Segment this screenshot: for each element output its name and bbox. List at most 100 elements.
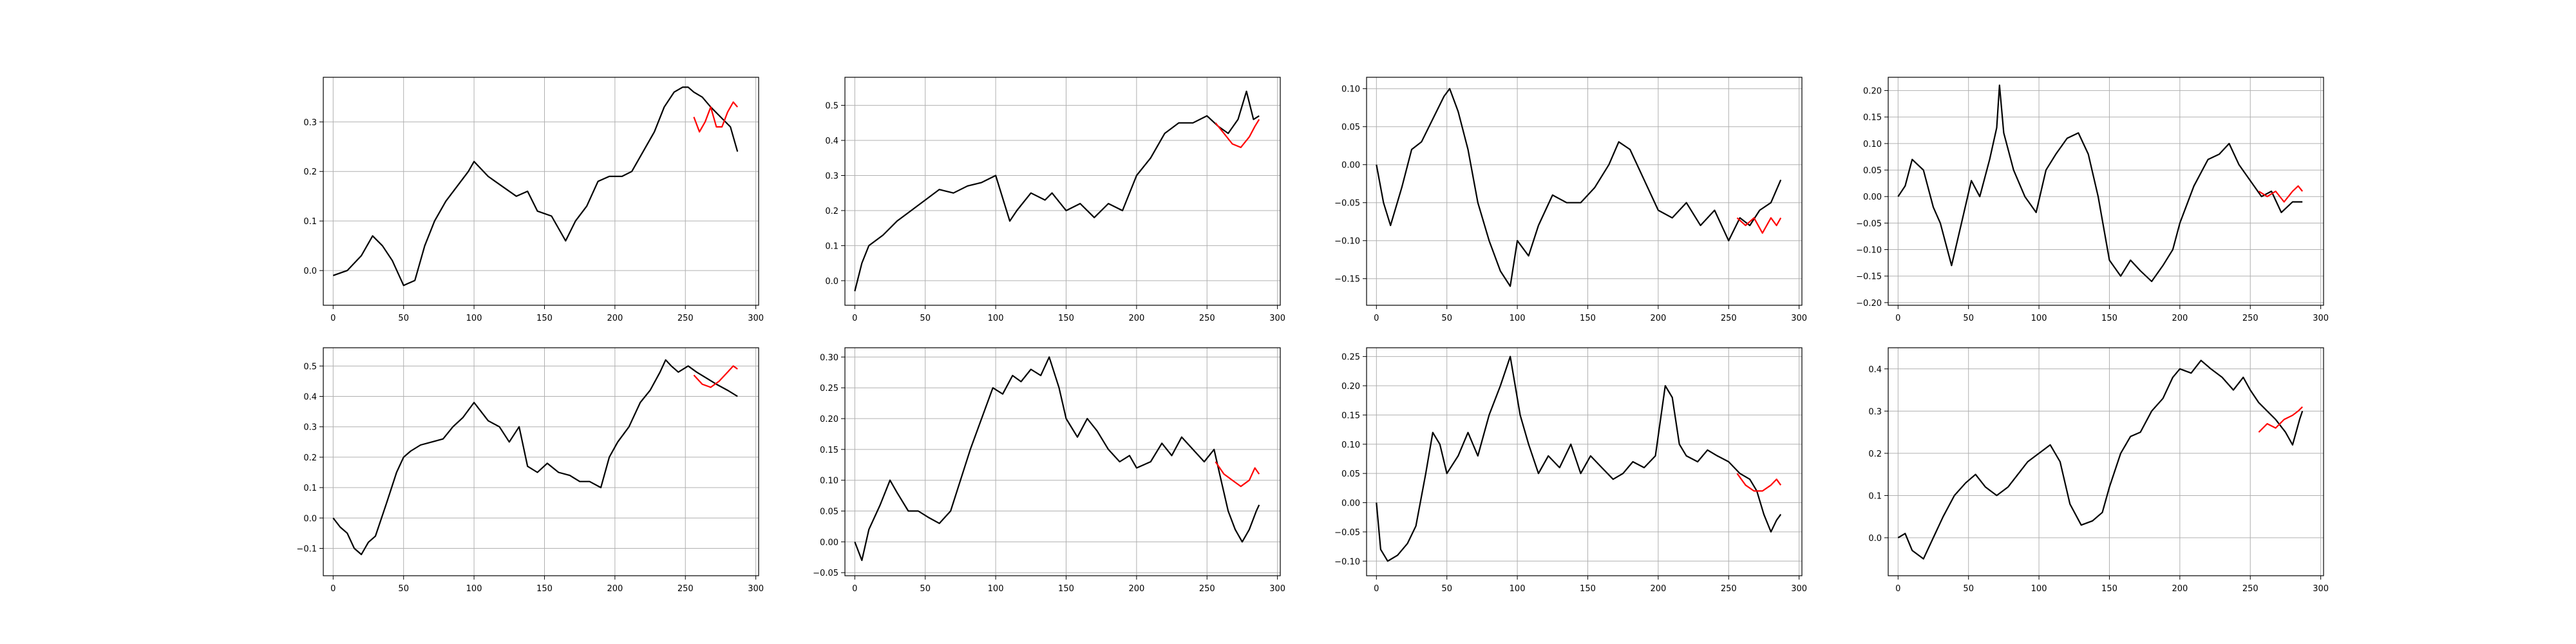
x-tick-label: 0 [1895, 584, 1900, 594]
axes-frame [1366, 77, 1803, 306]
y-tick-label: 0.10 [1341, 85, 1360, 95]
y-tick-label: 0.10 [820, 477, 838, 486]
x-tick-label: 100 [466, 584, 482, 594]
x-tick-label: 50 [1963, 584, 1974, 594]
y-tick-label: 0.0 [303, 267, 317, 276]
forecast-line [1736, 473, 1782, 492]
y-tick-label: −0.20 [1856, 299, 1882, 308]
y-tick-label: −0.05 [1856, 219, 1882, 229]
x-tick-label: 150 [2101, 314, 2117, 323]
subplot-6: 0 50 100 150 200 250 300 −0.05 0.00 0.05 0.10 0.15 0… [813, 347, 1285, 594]
axes-frame [1888, 347, 2324, 576]
x-tick-label: 100 [1510, 314, 1526, 323]
y-tick-label: −0.05 [1334, 199, 1360, 209]
x-tick-label: 200 [2172, 314, 2188, 323]
x-tick-label: 0 [330, 584, 336, 594]
y-tick-label: 0.0 [303, 514, 317, 524]
y-tick-label: 0.15 [1341, 411, 1360, 421]
x-tick-label: 200 [1650, 584, 1666, 594]
x-tick-label: 250 [2242, 584, 2259, 594]
y-tick-label: 0.0 [1868, 534, 1882, 544]
y-tick-label: 0.00 [1341, 499, 1360, 509]
y-tick-label: 0.05 [1341, 469, 1360, 479]
forecast-line [2258, 185, 2304, 203]
x-tick-label: 50 [920, 584, 931, 594]
subplot-4: 0 50 100 150 200 250 300 −0.20 −0.15 −0.10 −0.05 0.… [1856, 77, 2329, 323]
x-tick-label: 100 [988, 584, 1004, 594]
x-tick-label: 50 [920, 314, 931, 323]
x-tick-label: 50 [398, 584, 409, 594]
y-tick-label: 0.2 [825, 207, 838, 216]
x-tick-label: 300 [1791, 314, 1807, 323]
forecast-line [693, 365, 738, 388]
x-tick-label: 50 [398, 314, 409, 323]
x-tick-label: 200 [1128, 314, 1144, 323]
y-tick-label: −0.05 [813, 569, 838, 578]
x-tick-label: 250 [2242, 314, 2259, 323]
axes-frame [1366, 347, 1803, 576]
x-tick-label: 100 [2031, 314, 2047, 323]
actual-line [1376, 88, 1782, 287]
x-tick-label: 100 [466, 314, 482, 323]
actual-line [332, 86, 739, 287]
axes-frame [844, 347, 1281, 576]
actual-line [332, 359, 738, 556]
subplot-3: 0 50 100 150 200 250 300 −0.15 −0.10 −0.05 0.00 0.0… [1334, 77, 1807, 323]
x-tick-label: 150 [1580, 584, 1596, 594]
x-tick-label: 250 [1199, 584, 1215, 594]
x-tick-label: 0 [1374, 584, 1379, 594]
x-tick-label: 200 [1128, 584, 1144, 594]
y-tick-label: 0.5 [303, 362, 317, 372]
x-tick-label: 100 [988, 314, 1004, 323]
y-tick-label: 0.2 [1868, 450, 1882, 459]
y-tick-label: 0.2 [303, 167, 317, 177]
x-tick-label: 200 [607, 584, 623, 594]
y-tick-label: −0.10 [1334, 237, 1360, 247]
y-tick-label: 0.15 [820, 446, 838, 455]
y-tick-label: 0.00 [1863, 193, 1882, 202]
y-tick-label: −0.15 [1334, 275, 1360, 285]
x-tick-label: 0 [1895, 314, 1900, 323]
y-tick-label: 0.00 [820, 538, 838, 547]
subplot-8: 0 50 100 150 200 250 300 0.0 0.1 0.2 0.3 0.4 [1868, 347, 2329, 594]
y-tick-label: 0.4 [1868, 365, 1882, 375]
x-tick-label: 250 [1199, 314, 1215, 323]
x-tick-label: 150 [536, 314, 553, 323]
x-tick-label: 150 [536, 584, 553, 594]
y-tick-label: 0.20 [1341, 382, 1360, 392]
subplot-7: 0 50 100 150 200 250 300 −0.10 −0.05 0.00 0.05 0.10… [1334, 347, 1807, 594]
axes-frame [1888, 77, 2324, 306]
y-tick-label: 0.00 [1341, 161, 1360, 171]
x-tick-label: 0 [1374, 314, 1379, 323]
subplot-2: 0 50 100 150 200 250 300 0.0 0.1 0.2 0.3 0.4 0.5 [825, 77, 1285, 323]
x-tick-label: 200 [607, 314, 623, 323]
y-tick-label: −0.1 [296, 545, 317, 554]
y-tick-label: 0.25 [1341, 353, 1360, 363]
y-tick-label: 0.3 [825, 171, 838, 181]
x-tick-label: 150 [1058, 314, 1074, 323]
x-tick-label: 250 [1721, 584, 1737, 594]
y-tick-label: 0.3 [303, 118, 317, 128]
y-tick-label: −0.10 [1334, 557, 1360, 567]
y-tick-label: 0.3 [303, 423, 317, 433]
x-tick-label: 300 [1269, 584, 1285, 594]
x-tick-label: 300 [748, 314, 764, 323]
y-tick-label: 0.2 [303, 453, 317, 463]
y-tick-label: 0.05 [820, 507, 838, 517]
x-tick-label: 150 [1058, 584, 1074, 594]
forecast-line [1215, 461, 1260, 488]
x-tick-label: 200 [1650, 314, 1666, 323]
actual-line [1897, 84, 2303, 283]
actual-line [854, 90, 1260, 292]
x-tick-label: 150 [1580, 314, 1596, 323]
y-tick-label: 0.4 [303, 393, 317, 402]
y-tick-label: 0.10 [1341, 440, 1360, 450]
x-tick-label: 300 [748, 584, 764, 594]
forecast-line [1736, 217, 1782, 234]
y-tick-label: 0.10 [1863, 140, 1882, 149]
y-tick-label: 0.1 [303, 484, 317, 493]
axes-frame [844, 77, 1281, 306]
y-tick-label: 0.20 [820, 415, 838, 424]
subplot-5: 0 50 100 150 200 250 300 −0.1 0.0 0.1 0.2 0.3 0.4 0.5 [296, 347, 764, 594]
